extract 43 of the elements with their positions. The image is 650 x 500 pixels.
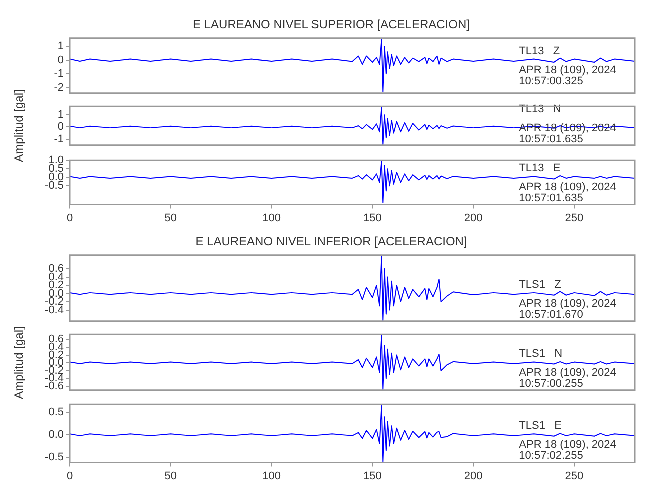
annotation: TL13 E (519, 162, 561, 174)
y-tick-label: -0.5 (45, 451, 64, 464)
chart-title: E LAUREANO NIVEL SUPERIOR [ACELERACION] (193, 17, 470, 32)
annotation: TLS1 N (519, 348, 563, 360)
y-tick-label: 0 (58, 54, 64, 66)
x-tick-label: 250 (565, 212, 584, 224)
y-tick-label: 0.5 (48, 406, 64, 419)
x-tick-label: 100 (262, 212, 281, 224)
annotation: 10:57:02.255 (519, 450, 584, 462)
y-tick-label: -0.5 (45, 180, 64, 192)
annotation: APR 18 (109), 2024 (519, 367, 616, 380)
x-tick-label: 150 (364, 212, 382, 224)
x-tick-label: 250 (565, 470, 584, 482)
x-tick-label: 200 (464, 212, 483, 224)
y-tick-label: -2 (54, 82, 64, 94)
annotation: 10:57:01.635 (519, 134, 584, 146)
annotation: APR 18 (109), 2024 (519, 64, 616, 76)
annotation: 10:57:01.635 (519, 192, 584, 204)
x-tick-label: 50 (164, 470, 178, 482)
y-tick-label: 0.0 (48, 429, 64, 442)
annotation: 10:57:01.670 (519, 308, 584, 321)
annotation: TLS1 Z (519, 278, 562, 291)
annotation: TL13 Z (519, 45, 560, 58)
y-tick-label: 1 (58, 109, 64, 122)
x-tick-label: 0 (66, 212, 74, 224)
annotation: APR 18 (109), 2024 (519, 298, 616, 310)
y-tick-label: -1 (54, 134, 64, 146)
annotation: APR 18 (109), 2024 (519, 439, 616, 452)
x-tick-label: 100 (262, 470, 281, 482)
y-tick-label: 1 (58, 40, 64, 52)
annotation: 10:57:00.255 (519, 378, 584, 390)
y-axis-title: Amplitud [gal] (12, 326, 26, 400)
y-axis-title: Amplitud [gal] (12, 90, 26, 163)
x-tick-label: 150 (364, 470, 382, 482)
annotation: APR 18 (109), 2024 (519, 181, 616, 194)
x-tick-label: 0 (66, 470, 74, 482)
annotation: TLS1 E (519, 420, 562, 432)
y-tick-label: -1 (54, 68, 64, 80)
annotation: 10:57:00.325 (519, 75, 584, 88)
y-tick-label: 0 (58, 121, 64, 134)
chart-title: E LAUREANO NIVEL INFERIOR [ACELERACION] (196, 234, 468, 249)
x-tick-label: 200 (464, 470, 483, 482)
x-tick-label: 50 (164, 212, 178, 224)
